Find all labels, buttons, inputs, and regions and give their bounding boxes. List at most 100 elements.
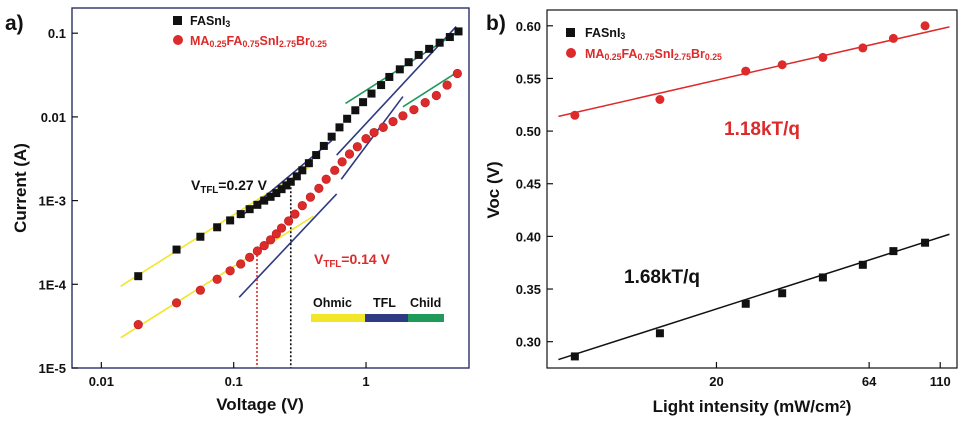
data-point-ma-fa-snibr (330, 165, 340, 175)
vtfl-label-ma-fa-snibr-part: =0.14 V (341, 251, 390, 267)
panel-b: b) Voc (V) Light intensity (mW/cm2) FASn… (484, 9, 958, 416)
data-point-fasni3 (286, 177, 295, 186)
data-point-fasni3 (425, 44, 434, 53)
data-point-ma-fa-snibr (321, 174, 331, 184)
legend-marker-square (566, 28, 575, 37)
panel-b-ytick-label: 0.55 (516, 71, 541, 86)
vtfl-label-ma-fa-snibr-part: V (314, 251, 324, 267)
voc-point-ma-fa-snibr (888, 33, 898, 43)
data-point-fasni3 (226, 216, 235, 225)
region-label-ohmic: Ohmic (313, 296, 352, 310)
data-point-fasni3 (327, 132, 336, 141)
data-point-fasni3 (385, 72, 394, 81)
panel-b-ytick-label: 0.45 (516, 177, 541, 192)
data-point-ma-fa-snibr (252, 246, 262, 256)
data-point-fasni3 (272, 189, 281, 198)
data-point-ma-fa-snibr (452, 68, 462, 79)
legend-label-ma-fa-snibr-part: 0.25 (209, 39, 226, 49)
data-point-fasni3 (236, 210, 245, 219)
data-point-fasni3 (445, 33, 454, 42)
panel-b-ytick-label: 0.35 (516, 282, 541, 297)
legend-label-ma-fa-snibr-part: MA (190, 34, 209, 48)
fit-line-child (402, 70, 459, 108)
legend-marker-circle (173, 35, 183, 45)
data-point-ma-fa-snibr (388, 116, 398, 127)
voc-point-ma-fa-snibr (655, 95, 665, 104)
voc-point-fasni3 (889, 247, 898, 256)
legend-label-fasni3-part: 3 (620, 31, 625, 41)
legend-label-ma-fa-snibr-part: Br (296, 34, 310, 48)
legend-label-fasni3-part: FASnI (190, 14, 225, 28)
region-bar-child (408, 314, 444, 322)
legend-label-ma-fa-snibr-part: FA (621, 47, 637, 61)
legend-label-ma-fa-snibr-part: 0.75 (242, 39, 259, 49)
data-point-fasni3 (414, 50, 423, 59)
voc-point-ma-fa-snibr (777, 60, 787, 70)
legend-label-ma-fa-snibr-part: 0.25 (310, 39, 327, 49)
data-point-fasni3 (277, 185, 286, 194)
legend-label-ma-fa-snibr-part: SnI (260, 34, 279, 48)
legend-label-ma-fa-snibr: MA0.25FA0.75SnI2.75Br0.25 (585, 47, 722, 62)
data-point-fasni3 (134, 272, 143, 281)
region-legend: Ohmic TFL Child (311, 296, 444, 322)
data-point-fasni3 (282, 181, 291, 190)
data-point-ma-fa-snibr (236, 259, 246, 269)
data-point-ma-fa-snibr (171, 298, 182, 308)
data-point-ma-fa-snibr (212, 274, 222, 284)
data-point-fasni3 (377, 81, 386, 90)
data-point-ma-fa-snibr (290, 209, 300, 219)
panel-b-ylabel: Voc (V) (484, 161, 503, 218)
panel-b-fit-line (558, 233, 950, 361)
data-point-ma-fa-snibr (409, 105, 419, 115)
legend-label-ma-fa-snibr-part: Br (691, 47, 705, 61)
panel-b-ytick-label: 0.30 (516, 335, 541, 350)
data-point-fasni3 (304, 159, 313, 168)
panel-b-xlabel-part: 2 (840, 399, 846, 411)
panel-a-xtick-label: 0.01 (89, 374, 114, 389)
data-point-fasni3 (319, 141, 328, 150)
voc-point-ma-fa-snibr (570, 110, 580, 120)
panel-a-ytick-label: 0.1 (48, 26, 66, 41)
legend-marker-circle (566, 48, 576, 58)
data-point-fasni3 (245, 205, 254, 214)
panel-b-legend: FA SnI 3 MA0.25FA0.75SnI2.75Br0.25 (566, 26, 722, 62)
fit-line-tfl (238, 193, 338, 298)
data-point-fasni3 (343, 114, 352, 123)
vtfl-label-ma-fa-snibr-part: TFL (323, 259, 341, 270)
legend-label-ma-fa-snibr-part: 0.25 (705, 52, 722, 62)
data-point-fasni3 (196, 232, 205, 241)
data-point-fasni3 (404, 58, 413, 67)
voc-point-fasni3 (858, 260, 867, 269)
legend-label-ma-fa-snibr-part: MA (585, 47, 604, 61)
legend-label-ma-fa-snibr-part: 0.25 (604, 52, 621, 62)
data-point-ma-fa-snibr (225, 266, 235, 276)
vtfl-label-ma-fa-snibr: VTFL=0.14 V (314, 251, 391, 270)
panel-a-xtick-label: 0.1 (225, 374, 243, 389)
legend-label-ma-fa-snibr-part: 2.75 (674, 52, 691, 62)
legend-label-ma-fa-snibr-part: SnI (655, 47, 674, 61)
panel-a: a) Current (A) Voltage (V) FASnI3MA0.25F… (5, 7, 470, 414)
data-point-ma-fa-snibr (361, 134, 371, 144)
region-label-child: Child (410, 296, 441, 310)
data-point-fasni3 (266, 192, 275, 201)
panel-b-ytick-label: 0.40 (516, 229, 541, 244)
fit-line-tfl (336, 26, 457, 156)
legend-marker-square (173, 16, 182, 25)
legend-label-ma-fa-snibr-part: FA (226, 34, 242, 48)
data-point-ma-fa-snibr (195, 285, 205, 295)
panel-a-frame (71, 7, 470, 369)
data-point-fasni3 (253, 200, 262, 209)
data-point-ma-fa-snibr (259, 240, 269, 251)
voc-point-fasni3 (818, 273, 827, 282)
data-point-fasni3 (359, 98, 368, 107)
region-bar-ohmic (311, 314, 365, 322)
panel-a-ytick-label: 1E-3 (39, 194, 66, 209)
vtfl-label-fasni3-part: V (191, 177, 201, 193)
data-point-fasni3 (260, 196, 269, 205)
data-point-ma-fa-snibr (305, 192, 316, 202)
slope-annotation-black: 1.68kT/q (624, 267, 700, 288)
data-point-ma-fa-snibr (297, 201, 307, 211)
data-point-fasni3 (395, 65, 404, 74)
